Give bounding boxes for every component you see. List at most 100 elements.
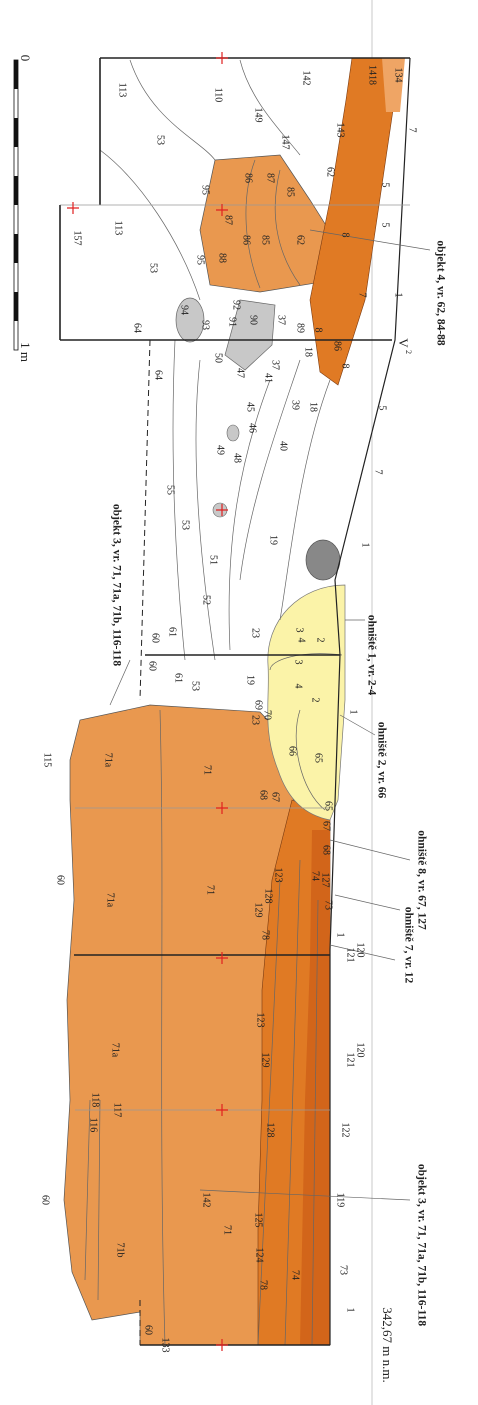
layer-label: 1	[335, 933, 346, 938]
layer-label: 117	[112, 1103, 123, 1118]
layer-label: 19	[268, 535, 279, 545]
layer-label: 91	[227, 317, 238, 327]
layer-label: 3	[293, 660, 304, 665]
layer-label: 60	[55, 875, 66, 885]
scale-zero: 0	[18, 55, 33, 62]
layer-label: 116	[88, 1118, 99, 1133]
layer-label: 70	[262, 710, 273, 720]
layer-label: 67	[270, 792, 281, 802]
layer-label: 89	[295, 323, 306, 333]
layer-label: 129	[253, 903, 264, 918]
layer-label: 157	[72, 231, 83, 246]
layer-label: 60	[40, 1195, 51, 1205]
annotation: ohniště 2, vr. 66	[375, 722, 387, 799]
layer-label: 7	[357, 293, 368, 298]
layer-label: 71a	[105, 893, 116, 908]
layer-label: 73	[323, 900, 334, 910]
layer-label: 123	[273, 868, 284, 883]
annotation: objekt 4, vr. 62, 84-88	[434, 240, 446, 346]
layer-label: 147	[280, 135, 291, 150]
layer-label: 47	[235, 368, 246, 378]
section-letter: V	[396, 338, 411, 348]
layer-label: 95	[195, 255, 206, 265]
layer-label: 50	[213, 353, 224, 363]
layer-label: 3	[294, 628, 305, 633]
layer-label: 142	[301, 71, 312, 86]
layer-label: 71a	[103, 753, 114, 768]
scale-bar	[13, 59, 19, 351]
layer-label: 41	[263, 373, 274, 383]
layer-label: 68	[258, 790, 269, 800]
layer-label: 71a	[110, 1043, 121, 1058]
layer-label: 18	[308, 402, 319, 412]
layer-label: 129	[260, 1053, 271, 1068]
layer-label: 78	[258, 1280, 269, 1290]
layer-label: 7	[373, 470, 384, 475]
layer-label: 124	[254, 1248, 265, 1263]
layer-label: 74	[310, 871, 321, 881]
layer-label: 8	[340, 233, 351, 238]
layer-label: 71	[202, 765, 213, 775]
layer-label: 120	[355, 943, 366, 958]
layer-label: 67	[321, 821, 332, 831]
layer-label: 121	[345, 1053, 356, 1068]
layer-label: 68	[321, 845, 332, 855]
layer-label: 71b	[115, 1243, 126, 1258]
layer-label: 93	[200, 320, 211, 330]
layer-label: 4	[296, 638, 307, 643]
layer-label: 128	[263, 889, 274, 904]
profile-outline	[59, 57, 410, 1346]
layer-label: 46	[247, 423, 258, 433]
layer-label: 23	[250, 715, 261, 725]
layer-label: 60	[147, 661, 158, 671]
layer-label: 55	[165, 485, 176, 495]
layer-label: 45	[245, 402, 256, 412]
layer-label: 5	[380, 223, 391, 228]
layer-label: 78	[260, 930, 271, 940]
stone	[224, 299, 276, 371]
layer-label: 40	[278, 441, 289, 451]
object-3-darker-band	[300, 830, 330, 1345]
layer-label: 48	[232, 453, 243, 463]
layer-label: 121	[345, 948, 356, 963]
annotation: ohniště 7, vr. 12	[402, 907, 414, 984]
layer-label: 85	[260, 235, 271, 245]
layer-label: 64	[132, 323, 143, 333]
layer-label: 71	[205, 885, 216, 895]
layer-label: 87	[223, 215, 234, 225]
layer-label: 61	[167, 627, 178, 637]
layer-label: 118	[90, 1093, 101, 1108]
layer-label: 74	[290, 1270, 301, 1280]
layer-label: 4	[293, 684, 304, 689]
layer-label: 23	[250, 628, 261, 638]
layer-label: 8	[340, 364, 351, 369]
layer-label: 149	[253, 108, 264, 123]
layer-label: 53	[155, 135, 166, 145]
layer-label: 95	[200, 185, 211, 195]
layer-label: 113	[117, 83, 128, 98]
annotation: ohniště 1, vr. 2-4	[365, 615, 377, 696]
stone	[305, 539, 341, 581]
hearth-line	[269, 653, 343, 811]
layer-label: 19	[245, 675, 256, 685]
dashed-boundary	[59, 205, 151, 1345]
layer-label: 122	[340, 1123, 351, 1138]
layer-label: 65	[323, 801, 334, 811]
layer-label: 8	[313, 328, 324, 333]
layer-label: 85	[285, 187, 296, 197]
layer-label: 119	[335, 1193, 346, 1208]
layer-label: 1418	[367, 65, 378, 85]
layer-label: 113	[113, 221, 124, 236]
layer-label: 127	[320, 873, 331, 888]
layer-label: 53	[190, 681, 201, 691]
layer-label: 5	[377, 406, 388, 411]
layer-line	[84, 709, 319, 1346]
layer-label: 110	[213, 88, 224, 103]
section-index: 2	[404, 350, 413, 354]
layer-label: 37	[276, 315, 287, 325]
layer-label: 123	[255, 1013, 266, 1028]
layer-label: 39	[290, 400, 301, 410]
layer-label: 37	[270, 360, 281, 370]
layer-label: 52	[201, 595, 212, 605]
